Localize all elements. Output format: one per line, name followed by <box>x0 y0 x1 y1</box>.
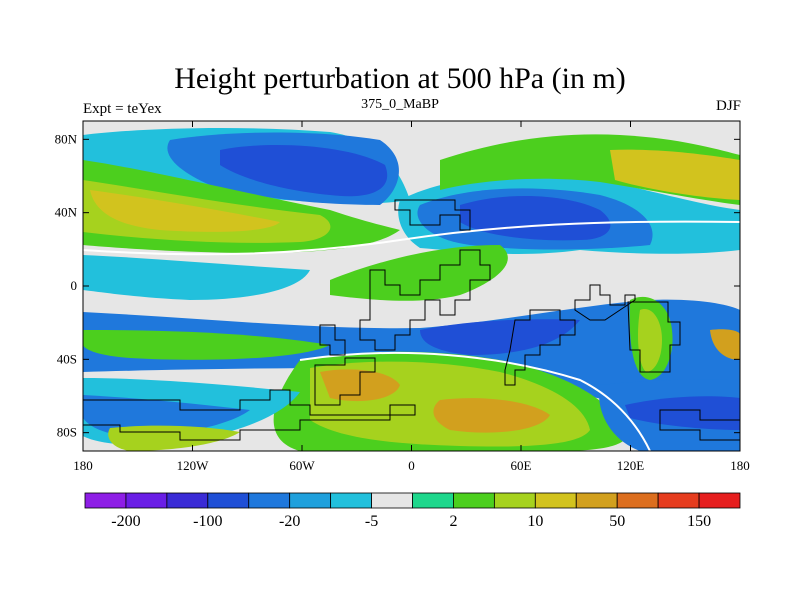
x-tick-label: 0 <box>408 458 415 473</box>
colorbar-box <box>698 492 741 509</box>
x-tick-label: 180 <box>73 458 93 473</box>
colorbar: -200 -100 -20 -5 2 10 50 150 <box>84 492 741 530</box>
run-label: 375_0_MaBP <box>361 97 439 112</box>
experiment-label: Expt = teYex <box>83 101 162 117</box>
colorbar-box <box>289 492 332 509</box>
colorbar-label: -200 <box>111 513 140 530</box>
colorbar-box <box>84 492 127 509</box>
colorbar-label: 50 <box>609 513 625 530</box>
colorbar-box <box>616 492 659 509</box>
axis-ticks: 180 120W 60W 0 60E 120E 180 80N 40N 0 40S 80S <box>55 121 750 473</box>
y-tick-label: 0 <box>71 278 78 293</box>
colorbar-label: -20 <box>279 513 300 530</box>
contour-region-sh-orange-2 <box>433 398 550 433</box>
colorbar-box <box>493 492 536 509</box>
colorbar-box <box>412 492 454 509</box>
colorbar-label: 10 <box>527 513 543 530</box>
colorbar-box <box>207 492 250 509</box>
contour-region-sh-yellow-east <box>638 309 662 372</box>
colorbar-box <box>371 492 413 509</box>
contour-region-sh-polar-blue-west-2 <box>83 395 250 436</box>
x-tick-label: 60W <box>289 458 315 473</box>
chart-title: Height perturbation at 500 hPa (in m) <box>174 62 626 95</box>
y-tick-label: 80N <box>55 131 78 146</box>
colorbar-box <box>330 492 372 509</box>
colorbar-box <box>125 492 168 509</box>
y-tick-label: 80S <box>57 425 77 440</box>
contour-region-sh-green-band-west <box>83 330 330 360</box>
contour-region-sh-deep-blue <box>420 319 580 355</box>
colorbar-box <box>534 492 577 509</box>
colorbar-label: -100 <box>193 513 222 530</box>
contour-region-nh-blue-3 <box>220 145 388 197</box>
contour-region-tropics-green-center <box>330 245 508 301</box>
y-tick-label: 40S <box>57 351 77 366</box>
contour-region-tropics-blue-west <box>83 255 310 300</box>
contour-region-sh-yellow-edge <box>710 329 740 360</box>
season-label: DJF <box>715 98 741 114</box>
colorbar-label: -5 <box>365 513 378 530</box>
contour-field <box>83 121 740 451</box>
x-tick-label: 120W <box>177 458 210 473</box>
coastline-overlay <box>83 199 740 441</box>
x-tick-label: 120E <box>617 458 645 473</box>
colorbar-box <box>575 492 618 509</box>
contour-region-nh-yellow-east <box>610 149 740 200</box>
x-tick-label: 180 <box>730 458 750 473</box>
contour-region-nh-orange-west <box>90 190 280 232</box>
colorbar-box <box>248 492 291 509</box>
colorbar-box <box>657 492 700 509</box>
colorbar-box <box>453 492 495 509</box>
y-tick-label: 40N <box>55 205 78 220</box>
contour-region-sh-polar-deep-east <box>625 396 740 430</box>
zero-contour-line-2 <box>299 351 651 451</box>
colorbar-label: 2 <box>449 513 457 530</box>
colorbar-box <box>166 492 209 509</box>
colorbar-label: 150 <box>687 513 711 530</box>
zero-contour-line-1 <box>83 220 740 256</box>
x-tick-label: 60E <box>511 458 532 473</box>
